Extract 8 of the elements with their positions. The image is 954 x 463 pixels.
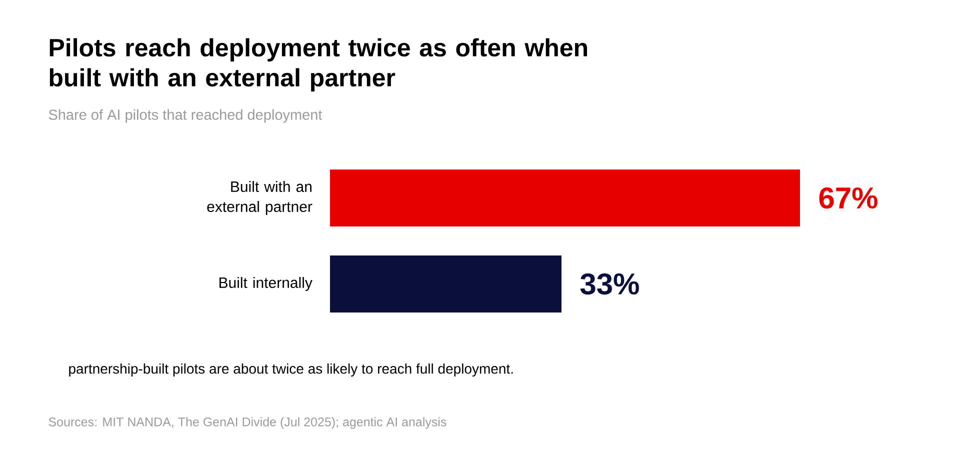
data-label: 67% (819, 187, 878, 209)
text: partnership-built pilots are about twice as likely to reach full deployment. (69, 363, 513, 377)
text: Share of AI pilots that reached deployment (48, 109, 322, 123)
y-tick-label: Built internally (219, 277, 312, 291)
chart-title: Pilots reach deployment twice as often when built with an external partner (50, 38, 588, 92)
source-note: Sources: MIT NANDA, The GenAI Divide (Jul 2025); agentic AI analysis (48, 417, 446, 429)
y-tick-label: Built with an external partner (207, 181, 312, 215)
data-label: 33% (580, 273, 639, 295)
